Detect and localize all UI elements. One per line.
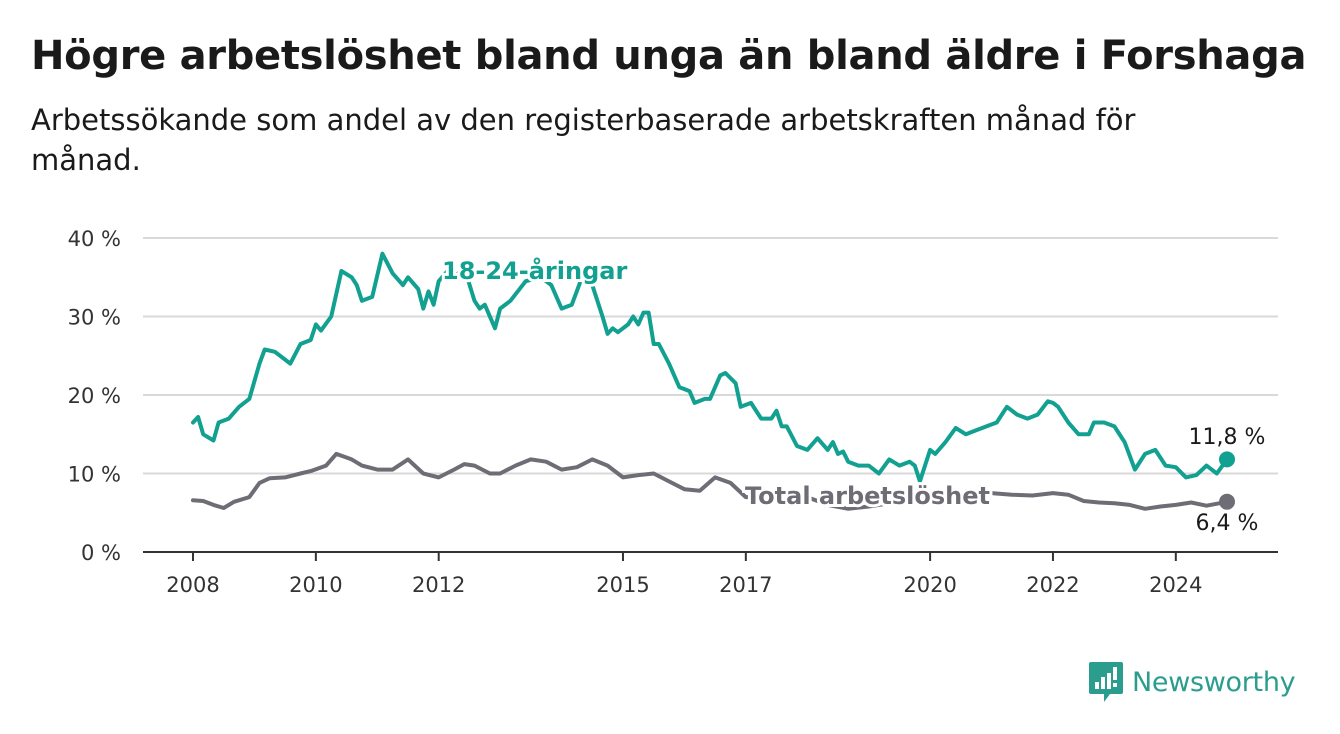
brand-name: Newsworthy xyxy=(1132,666,1296,698)
youth-series-line xyxy=(191,251,1229,484)
series-label-total: Total arbetslöshet xyxy=(745,482,990,510)
x-tick-label: 2010 xyxy=(289,573,342,597)
x-axis-ticks: 2008 2010 2012 2015 2017 2020 2022 2024 xyxy=(166,552,1203,597)
total-series-line xyxy=(191,451,1229,511)
end-label-total: 6,4 % xyxy=(1196,511,1259,536)
x-tick-label: 2012 xyxy=(412,573,465,597)
y-tick-label: 10 % xyxy=(68,463,121,487)
total-end-point xyxy=(1219,493,1235,510)
x-tick-label: 2024 xyxy=(1149,573,1202,597)
y-tick-label: 40 % xyxy=(68,227,121,251)
y-tick-label: 20 % xyxy=(68,384,121,408)
x-tick-label: 2015 xyxy=(596,573,649,597)
page-title: Högre arbetslöshet bland unga än bland ä… xyxy=(31,33,1307,79)
brand-logo: Newsworthy xyxy=(1088,660,1296,704)
series-lines xyxy=(191,251,1235,511)
x-tick-label: 2022 xyxy=(1026,573,1079,597)
y-axis-ticks: 0 % 10 % 20 % 30 % 40 % xyxy=(68,227,121,565)
end-label-youth: 11,8 % xyxy=(1189,425,1266,450)
page-subtitle: Arbetssökande som andel av den registerb… xyxy=(31,103,1136,177)
y-tick-label: 30 % xyxy=(68,306,121,330)
series-label-youth: 18-24-åringar xyxy=(442,256,627,285)
x-tick-label: 2020 xyxy=(903,573,956,597)
youth-end-point xyxy=(1219,451,1235,468)
y-tick-label: 0 % xyxy=(81,541,121,565)
x-tick-label: 2017 xyxy=(719,573,772,597)
newsworthy-logo-icon xyxy=(1089,662,1123,702)
x-tick-label: 2008 xyxy=(166,573,219,597)
series-labels: 18-24-åringar Total arbetslöshet 11,8 % … xyxy=(439,253,1266,536)
